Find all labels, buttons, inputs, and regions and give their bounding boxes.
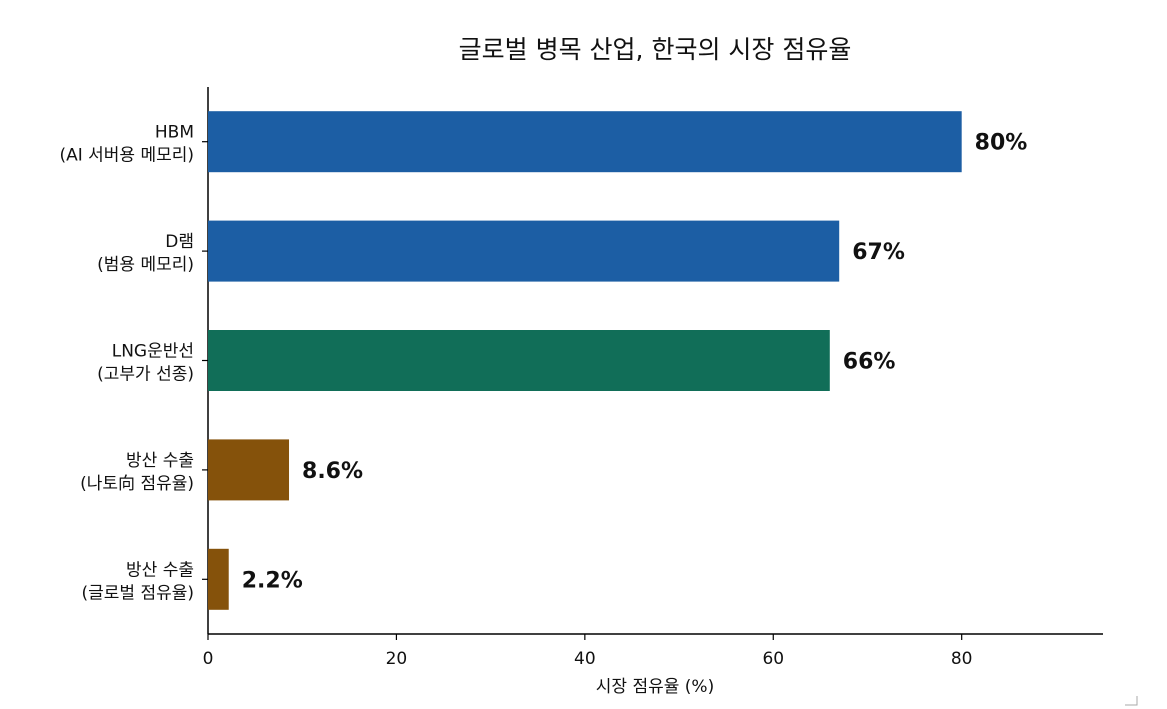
chart-title: 글로벌 병목 산업, 한국의 시장 점유율 xyxy=(459,35,852,64)
x-tick-label: 0 xyxy=(203,649,214,669)
bar xyxy=(208,330,830,391)
y-tick-label: 방산 수출 xyxy=(126,451,194,471)
bar xyxy=(208,220,840,282)
bar-value-label: 80% xyxy=(975,131,1028,156)
x-tick-label: 40 xyxy=(574,649,596,669)
x-axis-label: 시장 점유율 (%) xyxy=(596,677,714,697)
x-ticks-group: 0 20 40 60 80 xyxy=(203,634,973,669)
resize-handle-icon xyxy=(1125,696,1138,706)
y-tick-label: (AI 서버용 메모리) xyxy=(59,146,194,166)
y-tick-label: HBM xyxy=(155,123,194,143)
y-tick-label: 방산 수출 xyxy=(126,560,194,580)
y-tick-label: (고부가 선종) xyxy=(97,365,194,385)
bar-value-label: 67% xyxy=(852,240,905,265)
bars-group: 80% HBM (AI 서버용 메모리) 67% D램 (범용 메모리) 66% LNG운반선… xyxy=(59,111,1027,610)
bar-value-label: 66% xyxy=(843,350,896,375)
bar xyxy=(208,111,962,173)
y-tick-label: LNG운반선 xyxy=(112,342,194,362)
y-tick-label: (나토向 점유율) xyxy=(80,474,194,494)
y-tick-label: (범용 메모리) xyxy=(97,255,194,275)
x-tick-label: 20 xyxy=(386,649,408,669)
bar-value-label: 8.6% xyxy=(302,459,363,484)
y-tick-label: (글로벌 점유율) xyxy=(81,583,194,603)
bar xyxy=(208,439,290,501)
bar-value-label: 2.2% xyxy=(242,568,303,593)
x-tick-label: 60 xyxy=(762,649,784,669)
y-tick-label: D램 xyxy=(165,232,194,252)
x-tick-label: 80 xyxy=(951,649,973,669)
bar xyxy=(208,548,229,610)
